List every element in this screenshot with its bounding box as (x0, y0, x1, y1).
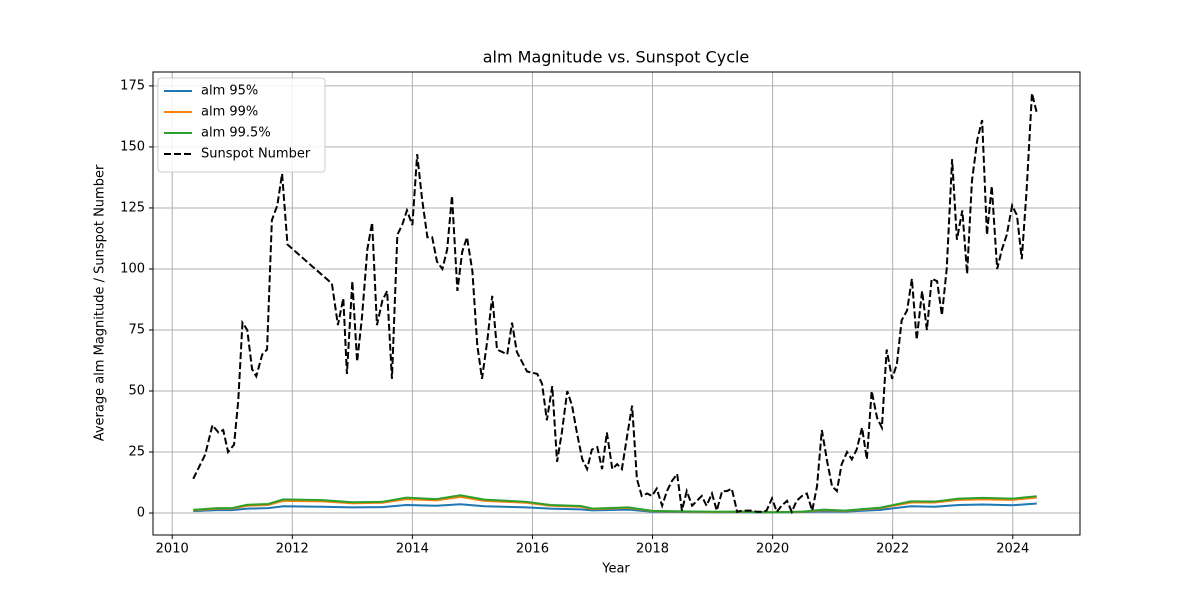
y-tick-label: 175 (120, 78, 145, 93)
x-tick-label: 2024 (996, 542, 1029, 557)
series-line (193, 502, 1037, 514)
x-tick-label: 2016 (516, 542, 549, 557)
x-tick-label: 2012 (276, 542, 309, 557)
y-tick-label: 125 (120, 200, 145, 215)
y-tick-label: 25 (128, 445, 145, 460)
y-tick-label: 75 (128, 322, 145, 337)
plot-frame (152, 71, 1081, 536)
y-axis-label: Average alm Magnitude / Sunspot Number (93, 164, 108, 441)
x-tick-label: 2014 (396, 542, 429, 557)
x-tick-label: 2010 (156, 542, 189, 557)
x-tick-label: 2020 (756, 542, 789, 557)
y-tick-label: 50 (128, 383, 145, 398)
series-line (192, 92, 1038, 515)
x-tick-label: 2022 (876, 542, 909, 557)
legend-label: alm 95% (201, 84, 258, 99)
x-axis-label: Year (601, 562, 630, 577)
y-tick-label: 0 (137, 506, 145, 521)
chart-title: alm Magnitude vs. Sunspot Cycle (483, 48, 750, 67)
y-tick-label: 100 (120, 261, 145, 276)
legend-label: alm 99.5% (201, 126, 271, 141)
legend-box (157, 77, 326, 173)
legend-label: Sunspot Number (201, 147, 311, 162)
legend: alm 95% alm 99% alm 99.5% Sunspot Number (157, 77, 326, 173)
series-line (193, 494, 1037, 514)
legend-label: alm 99% (201, 105, 258, 120)
y-tick-label: 150 (120, 139, 145, 154)
x-tick-label: 2018 (636, 542, 669, 557)
